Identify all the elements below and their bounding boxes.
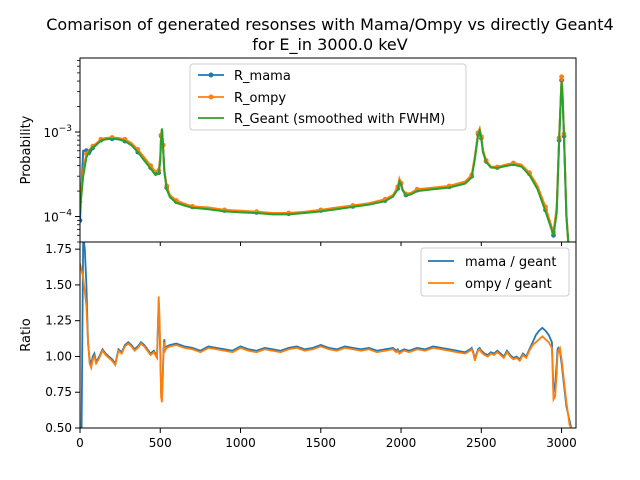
ratio-x-tick-label: 2500 [466, 436, 497, 450]
ratio-y-tick-label: 0.50 [45, 421, 72, 435]
legend-mama-geant: mama / geant [465, 255, 556, 270]
ratio-line-1 [80, 263, 572, 428]
ratio-y-tick-label: 1.25 [45, 314, 72, 328]
ratio-x-tick-label: 500 [149, 436, 172, 450]
probability-y-label: Probability [19, 115, 34, 184]
series-marker-0 [80, 218, 83, 223]
y-tick-label: 10−4 [43, 209, 72, 225]
ratio-y-tick-label: 1.00 [45, 349, 72, 363]
ratio-y-label: Ratio [19, 318, 34, 351]
ratio-x-tick-label: 2000 [386, 436, 417, 450]
y-tick-label: 10−3 [43, 124, 72, 140]
probability-panel [80, 74, 570, 242]
ratio-y-tick-label: 1.75 [45, 242, 72, 256]
ratio-y-tick-label: 1.50 [45, 278, 72, 292]
ratio-axes: 0.50 0.75 1.00 1.25 1.50 1.75 0 500 1000 1500 2000… [45, 242, 577, 450]
series-marker-1 [559, 74, 564, 80]
ratio-panel-frame [79, 241, 577, 429]
ratio-y-tick-label: 0.75 [45, 385, 72, 399]
chart-subtitle: for E_in 3000.0 keV [252, 35, 407, 55]
ratio-legend: mama / geant ompy / geant [420, 247, 570, 297]
ratio-x-tick-label: 1500 [306, 436, 337, 450]
ratio-x-tick-label: 1000 [225, 436, 256, 450]
chart-title: Comarison of generated resonses with Mam… [46, 15, 613, 34]
series-line-1 [80, 76, 570, 242]
series-line-2 [80, 81, 570, 242]
legend-r-ompy: R_ompy [234, 91, 286, 106]
legend-r-geant: R_Geant (smoothed with FWHM) [234, 112, 445, 127]
ratio-x-tick-label: 3000 [546, 436, 577, 450]
legend-r-mama: R_mama [234, 69, 291, 84]
probability-y-axis: 10−4 10−3 [43, 60, 563, 246]
probability-legend: R_mama R_ompy R_Geant (smoothed with FWH… [189, 63, 467, 131]
ratio-panel [80, 242, 573, 428]
ratio-x-tick-label: 0 [76, 436, 84, 450]
legend-ompy-geant: ompy / geant [465, 277, 552, 292]
